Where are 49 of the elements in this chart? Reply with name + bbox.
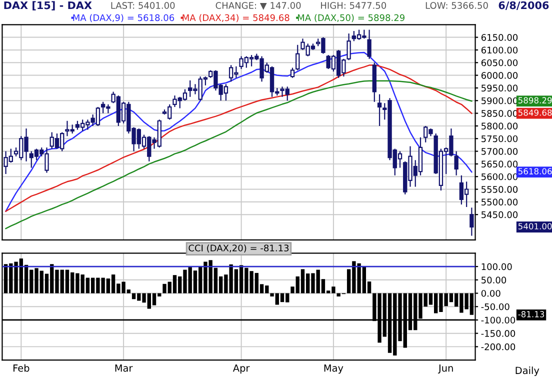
y-tick-label: 6100.00 xyxy=(481,46,518,54)
text: 5849.68 xyxy=(518,109,552,116)
y-tick-label: -50.00 xyxy=(481,303,510,310)
text: 5898.29 xyxy=(518,97,552,104)
x-tick-label: Mar xyxy=(115,364,133,372)
y-tick-label: 5550.00 xyxy=(482,186,518,193)
candlestick xyxy=(290,67,295,78)
y-tick-label: 5750.00 xyxy=(482,135,518,142)
text: LAST: 5401.00 xyxy=(111,2,175,9)
x-tick-label: May xyxy=(324,364,344,374)
y-tick-label: 5600.00 xyxy=(482,173,518,180)
y-tick-label: 6150.00 xyxy=(481,34,518,41)
legend-label: MA (DAX,50) = 5898.29 xyxy=(298,14,404,22)
text: 5401.00 xyxy=(518,223,552,230)
y-tick-label: -100.00 xyxy=(481,316,516,324)
text: 6/8/2006 xyxy=(498,1,549,10)
candlestick xyxy=(367,29,372,60)
candlestick xyxy=(470,207,474,236)
candlestick xyxy=(377,94,382,126)
y-tick-label: 6050.00 xyxy=(481,59,518,66)
y-tick-label: 5500.00 xyxy=(482,198,518,206)
y-tick-label: 0.00 xyxy=(481,290,500,297)
y-tick-label: 6000.00 xyxy=(481,72,518,79)
y-tick-label: -150.00 xyxy=(481,330,516,337)
text: -81.13 xyxy=(518,311,544,318)
legend-label: MA (DAX,34) = 5849.68 xyxy=(182,14,290,22)
y-tick-label: 5800.00 xyxy=(482,122,518,130)
chart-title: DAX [15] - DAX xyxy=(4,1,92,10)
legend-label: MA (DAX,9) = 5618.06 xyxy=(73,14,174,22)
x-tick-label: Jun xyxy=(438,364,453,374)
candlestick xyxy=(296,44,300,71)
x-tick-label: Apr xyxy=(232,364,250,374)
x-tick-label: Feb xyxy=(14,364,30,372)
text: 5618.06 xyxy=(518,168,552,174)
text: Daily xyxy=(516,366,540,376)
y-tick-label: 5950.00 xyxy=(482,84,518,92)
chart-title: CCI (DAX,20) = -81.13 xyxy=(188,244,289,252)
line-series xyxy=(5,80,472,230)
y-tick-label: 5700.00 xyxy=(482,148,518,155)
y-tick-label: 5650.00 xyxy=(482,160,518,168)
candlestick xyxy=(454,150,458,176)
y-tick-label: 50.00 xyxy=(482,276,506,284)
text: HIGH: 5477.50 xyxy=(321,2,386,9)
y-tick-label: 5450.00 xyxy=(482,211,518,218)
text: CHANGE: ▼ 147.00 xyxy=(216,2,301,10)
text: LOW: 5366.50 xyxy=(426,2,488,9)
y-tick-label: -200.00 xyxy=(481,343,516,350)
candlestick xyxy=(346,32,351,61)
y-tick-label: 100.00 xyxy=(482,263,512,270)
